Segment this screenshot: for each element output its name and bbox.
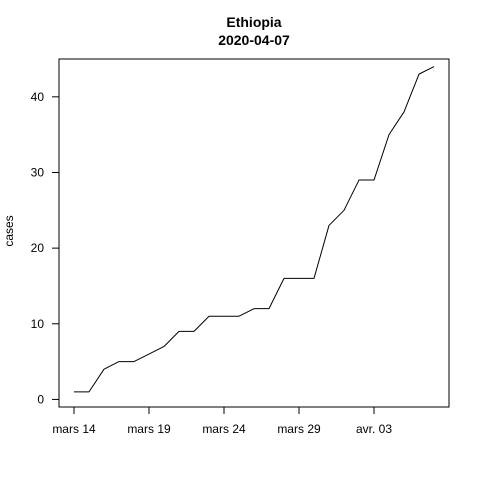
y-axis-label: cases — [2, 215, 16, 246]
series-layer — [74, 66, 435, 393]
y-axis: 0 10 20 30 40 — [31, 90, 60, 406]
chart-title: Ethiopia — [226, 14, 281, 30]
y-tick-label: 30 — [31, 165, 45, 179]
plot-frame — [58, 58, 450, 408]
y-tick-label: 10 — [31, 317, 45, 331]
x-tick-label: mars 14 — [52, 422, 96, 436]
x-tick-label: mars 29 — [277, 422, 321, 436]
series-line — [74, 66, 435, 393]
y-tick-label: 20 — [31, 241, 45, 255]
x-tick-label: mars 24 — [202, 422, 246, 436]
chart-subtitle: 2020-04-07 — [218, 32, 290, 48]
x-axis: mars 14 mars 19 mars 24 mars 29 avr. 03 — [52, 406, 392, 436]
x-tick-label: mars 19 — [127, 422, 171, 436]
x-tick-label: avr. 03 — [356, 422, 392, 436]
y-tick-label: 40 — [31, 90, 45, 104]
y-tick-label: 0 — [37, 392, 44, 406]
